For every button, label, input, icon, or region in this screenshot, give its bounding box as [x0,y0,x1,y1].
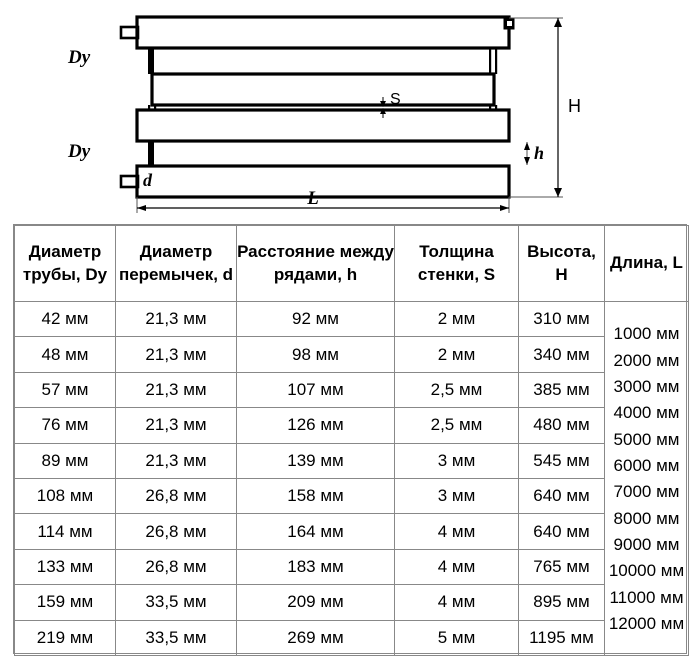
svg-text:h: h [534,143,544,163]
svg-text:Dy: Dy [67,141,91,162]
svg-text:Dy: Dy [67,47,91,68]
svg-text:S: S [390,91,401,108]
svg-text:d: d [143,170,153,190]
svg-text:L: L [306,188,319,209]
svg-text:H: H [568,96,581,116]
